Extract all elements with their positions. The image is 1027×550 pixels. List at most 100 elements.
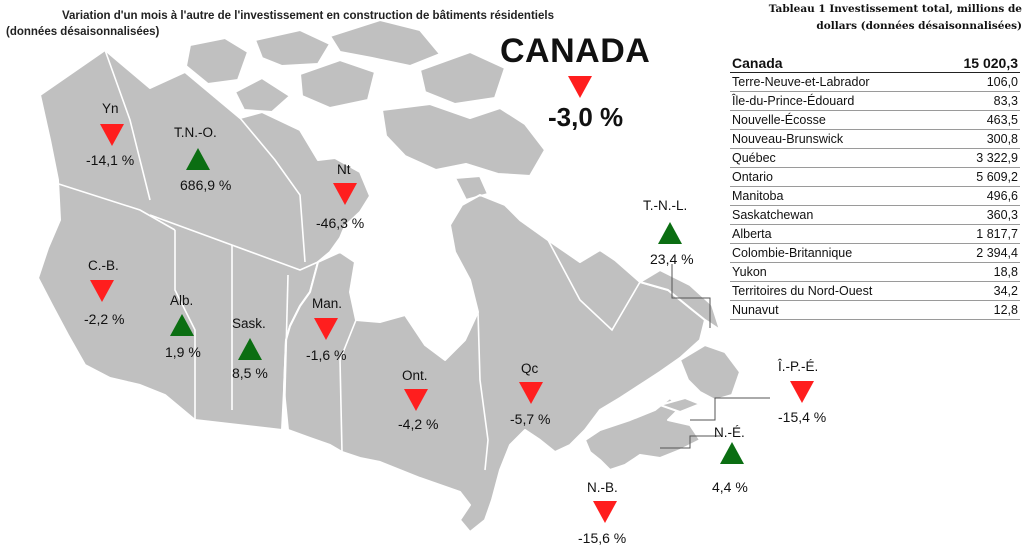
map-title-line2: (données désaisonnalisées) [6,26,160,38]
arctic-island [299,59,376,109]
table-cell-value: 18,8 [936,262,1020,282]
table-cell-name: Québec [730,148,937,168]
down-triangle-icon [100,124,124,146]
investment-table: Canada 15 020,3 Terre-Neuve-et-Labrador 1… [730,53,1020,320]
land-pei [659,397,701,413]
border-nwt-nunavut [239,117,306,263]
region-change: -46,3 % [316,215,365,231]
region-label: Ont. [402,368,428,383]
land-labrador [639,269,721,331]
border-yn-nwt [104,49,151,201]
down-triangle-icon [404,389,428,411]
table-title: Tableau 1 Investissement total, millions… [730,1,1022,35]
leader-ipe [690,397,770,421]
region-label: T.-N.-L. [643,198,688,213]
down-triangle-icon [333,183,357,205]
table-cell-name: Saskatchewan [730,205,937,225]
region-label: T.N.-O. [174,125,217,140]
table-cell-value: 106,0 [936,72,1020,92]
border-sask-man [283,274,289,431]
region-change: -14,1 % [86,152,135,168]
region-change: 1,9 % [165,344,201,360]
arctic-island [234,77,291,113]
table-row: Terre-Neuve-et-Labrador 106,0 [730,72,1020,92]
down-triangle-icon [519,382,543,404]
table-cell-name: Terre-Neuve-et-Labrador [730,72,937,92]
provincial-borders [39,49,641,471]
region-change: -5,7 % [510,411,551,427]
table-row: Île-du-Prince-Édouard 83,3 [730,91,1020,111]
table-cell-name: Nouvelle-Écosse [730,110,937,130]
table-cell-name: Territoires du Nord-Ouest [730,281,937,301]
table-cell-value: 83,3 [936,91,1020,111]
border-yn-bc [39,177,176,231]
up-triangle-icon [186,148,210,170]
table-row: Manitoba 496,6 [730,186,1020,206]
down-triangle-icon [90,280,114,302]
table-title-line1: Tableau 1 Investissement total, millions… [768,3,1022,15]
up-triangle-icon [170,314,194,336]
table-row: Saskatchewan 360,3 [730,205,1020,225]
table-row: Territoires du Nord-Ouest 34,2 [730,281,1020,301]
land-maritimes [584,397,701,471]
table-cell-value: 12,8 [936,300,1020,320]
arctic-island [329,19,441,67]
table-cell-name: Colombie-Britannique [730,243,937,263]
up-triangle-icon [720,442,744,464]
arctic-island [185,37,249,85]
table-row: Ontario 5 609,2 [730,167,1020,187]
table-cell-name: Alberta [730,224,937,244]
border-nwt-south [149,214,319,271]
region-change: -4,2 % [398,416,439,432]
down-triangle-icon [790,381,814,403]
region-change: -1,6 % [306,347,347,363]
region-label: C.-B. [88,258,119,273]
table-cell-name: Yukon [730,262,937,282]
table-cell-value: 15 020,3 [936,53,1020,73]
border-ont-qc [477,311,489,471]
table-cell-name: Ontario [730,167,937,187]
table-cell-value: 463,5 [936,110,1020,130]
region-label: Î.-P.-É. [778,359,819,374]
arctic-island [381,103,546,177]
region-change: -15,6 % [578,530,627,546]
leader-ne [660,435,720,449]
table-cell-value: 5 609,2 [936,167,1020,187]
leader-lines [660,264,770,449]
table-row: Nunavut 12,8 [730,300,1020,320]
down-triangle-icon [314,318,338,340]
map-title-line1: Variation d'un mois à l'autre de l'inves… [62,10,554,22]
region-label: Qc [521,361,539,376]
arctic-island [419,51,506,105]
table-cell-name: Nunavut [730,300,937,320]
region-change: 686,9 % [180,177,232,193]
table-cell-value: 3 322,9 [936,148,1020,168]
table-cell-name: Canada [730,53,937,73]
table-cell-name: Manitoba [730,186,937,206]
table-cell-value: 34,2 [936,281,1020,301]
table-row: Nouvelle-Écosse 463,5 [730,110,1020,130]
map-title: Variation d'un mois à l'autre de l'inves… [6,8,616,40]
region-change: -2,2 % [84,311,125,327]
region-change: 23,4 % [650,251,694,267]
border-qc-lab [547,239,641,332]
down-triangle-icon [568,76,592,98]
table-cell-value: 300,8 [936,129,1020,149]
national-label: CANADA [500,32,651,70]
table-row: Québec 3 322,9 [730,148,1020,168]
border-bc-alb [174,230,196,420]
land-masses [37,19,741,533]
up-triangle-icon [238,338,262,360]
table-row: Yukon 18,8 [730,262,1020,282]
region-label: N.-É. [714,425,745,440]
table-cell-value: 1 817,7 [936,224,1020,244]
region-change: 8,5 % [232,365,268,381]
arctic-island [254,29,331,67]
region-label: N.-B. [587,480,618,495]
table-row: Nouveau-Brunswick 300,8 [730,129,1020,149]
table-cell-value: 496,6 [936,186,1020,206]
region-change: -15,4 % [778,409,827,425]
arctic-island [454,175,489,201]
border-man-ont [339,319,357,453]
down-triangle-icon [593,501,617,523]
